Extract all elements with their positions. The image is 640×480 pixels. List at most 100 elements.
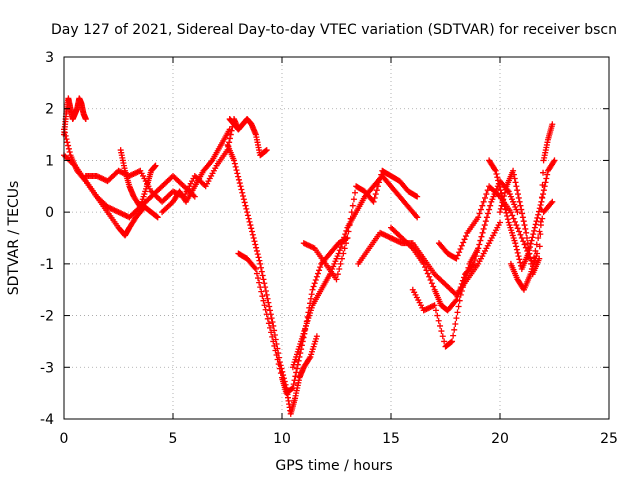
data-point — [295, 357, 302, 364]
data-point — [513, 183, 520, 190]
data-point — [432, 307, 439, 314]
data-point — [251, 264, 258, 271]
data-point — [526, 250, 533, 257]
data-point — [244, 209, 251, 216]
data-point — [514, 191, 521, 198]
data-point — [312, 277, 319, 284]
data-point — [313, 273, 320, 280]
data-point — [512, 179, 519, 186]
data-point — [540, 169, 547, 176]
data-point — [346, 222, 353, 229]
data-point — [514, 209, 521, 216]
data-point — [311, 280, 318, 287]
data-point — [461, 280, 468, 287]
data-point — [516, 228, 523, 235]
data-point — [518, 206, 525, 213]
data-point — [513, 222, 520, 229]
data-point — [451, 326, 458, 333]
data-point — [253, 270, 260, 277]
data-point — [498, 202, 505, 209]
data-point — [500, 196, 507, 203]
data-point — [427, 277, 434, 284]
data-point — [458, 288, 465, 295]
y-axis-label: SDTVAR / TECUs — [6, 181, 22, 296]
data-point — [255, 254, 262, 261]
data-point — [501, 192, 508, 199]
data-point — [492, 167, 499, 174]
data-point — [457, 245, 464, 252]
data-point — [246, 218, 253, 225]
data-point — [458, 242, 465, 249]
data-point — [249, 228, 256, 235]
data-point — [269, 333, 276, 340]
data-point — [270, 322, 277, 329]
data-point — [495, 180, 502, 187]
data-point — [512, 240, 519, 247]
data-point — [270, 338, 277, 345]
data-point — [511, 175, 518, 182]
data-point — [493, 171, 500, 178]
x-tick-label: 10 — [273, 431, 291, 447]
data-point — [535, 211, 542, 218]
data-point — [469, 262, 476, 269]
data-point — [344, 235, 351, 241]
data-point — [510, 215, 517, 222]
data-point — [308, 291, 315, 298]
data-point — [502, 186, 509, 193]
data-point — [82, 116, 89, 123]
series-arc-14 — [409, 245, 482, 350]
data-point — [452, 320, 459, 327]
data-point — [317, 264, 324, 271]
data-point — [480, 225, 487, 232]
y-tick-label: -2 — [40, 309, 54, 325]
data-point — [251, 238, 258, 245]
data-point — [257, 284, 264, 291]
data-point — [334, 271, 341, 278]
data-point — [525, 245, 532, 252]
data-point — [540, 191, 547, 198]
series-arc-7 — [224, 141, 320, 417]
data-point — [65, 142, 72, 149]
data-point — [529, 234, 536, 241]
data-point — [306, 355, 313, 362]
data-point — [252, 241, 259, 248]
data-point — [261, 302, 268, 309]
data-point — [208, 158, 215, 165]
data-point — [264, 315, 271, 322]
data-point — [537, 202, 544, 209]
data-point — [480, 198, 487, 205]
data-point — [273, 352, 280, 359]
data-point — [252, 266, 259, 273]
data-point — [514, 187, 521, 194]
data-point — [264, 295, 271, 302]
data-point — [483, 191, 490, 198]
data-point — [437, 322, 444, 329]
series-arc-16 — [486, 157, 558, 273]
data-point — [495, 177, 502, 184]
data-point — [426, 273, 433, 280]
data-point — [371, 194, 378, 201]
data-point — [537, 218, 544, 225]
data-point — [539, 181, 546, 188]
data-point — [376, 179, 383, 186]
data-point — [235, 173, 242, 180]
data-point — [258, 268, 265, 275]
x-axis-label: GPS time / hours — [275, 458, 392, 474]
data-point — [455, 303, 462, 310]
data-point — [237, 183, 244, 190]
data-point — [342, 231, 349, 238]
data-point — [459, 284, 466, 291]
data-point — [518, 235, 525, 241]
data-point — [241, 199, 248, 206]
data-point — [64, 139, 71, 146]
data-point — [481, 222, 488, 229]
data-point — [266, 303, 273, 310]
data-point — [265, 320, 272, 327]
data-point — [262, 306, 269, 313]
data-point — [336, 247, 343, 254]
data-point — [462, 233, 469, 240]
data-point — [523, 229, 530, 236]
series-arc-6 — [159, 126, 233, 216]
data-point — [276, 365, 283, 372]
